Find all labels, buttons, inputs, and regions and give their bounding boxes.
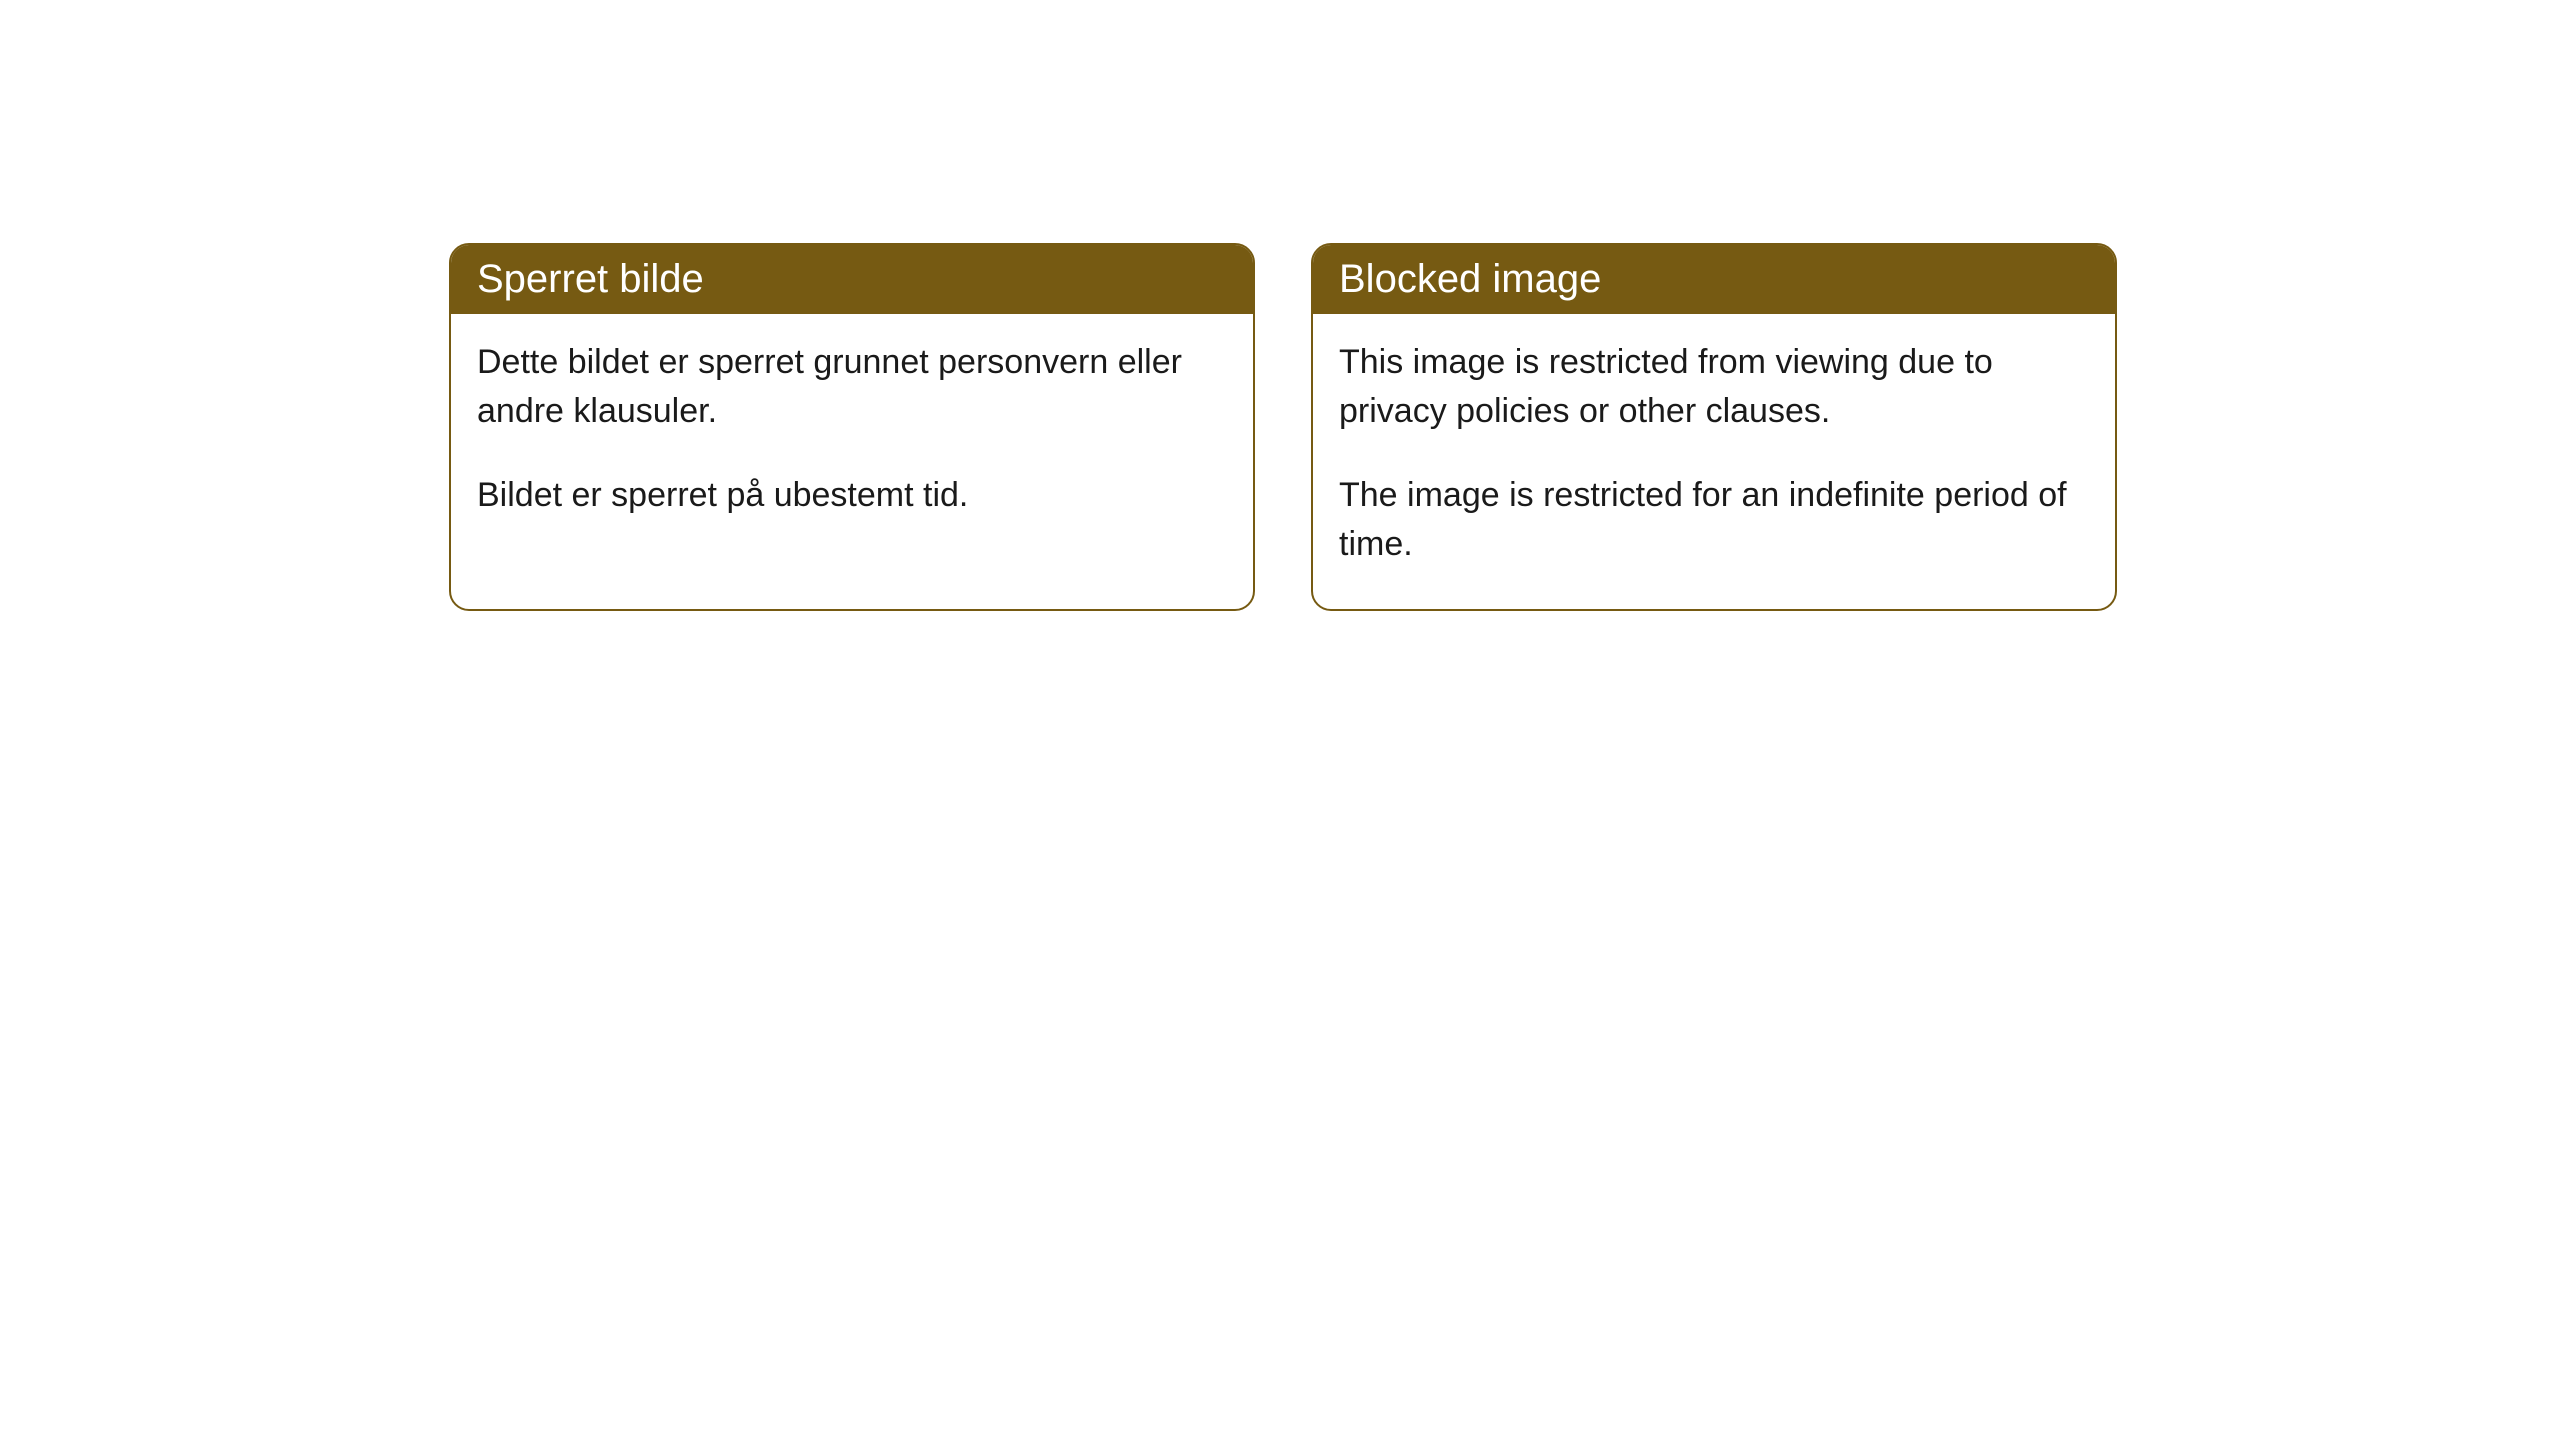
card-header: Sperret bilde bbox=[451, 245, 1253, 314]
card-paragraph: Bildet er sperret på ubestemt tid. bbox=[477, 471, 1227, 520]
card-header: Blocked image bbox=[1313, 245, 2115, 314]
notice-card-norwegian: Sperret bilde Dette bildet er sperret gr… bbox=[449, 243, 1255, 611]
card-title: Sperret bilde bbox=[477, 257, 704, 301]
card-paragraph: Dette bildet er sperret grunnet personve… bbox=[477, 338, 1227, 437]
card-paragraph: This image is restricted from viewing du… bbox=[1339, 338, 2089, 437]
notice-card-english: Blocked image This image is restricted f… bbox=[1311, 243, 2117, 611]
card-title: Blocked image bbox=[1339, 257, 1601, 301]
card-body: Dette bildet er sperret grunnet personve… bbox=[451, 314, 1253, 560]
card-body: This image is restricted from viewing du… bbox=[1313, 314, 2115, 609]
notice-cards-container: Sperret bilde Dette bildet er sperret gr… bbox=[449, 243, 2117, 611]
card-paragraph: The image is restricted for an indefinit… bbox=[1339, 471, 2089, 570]
